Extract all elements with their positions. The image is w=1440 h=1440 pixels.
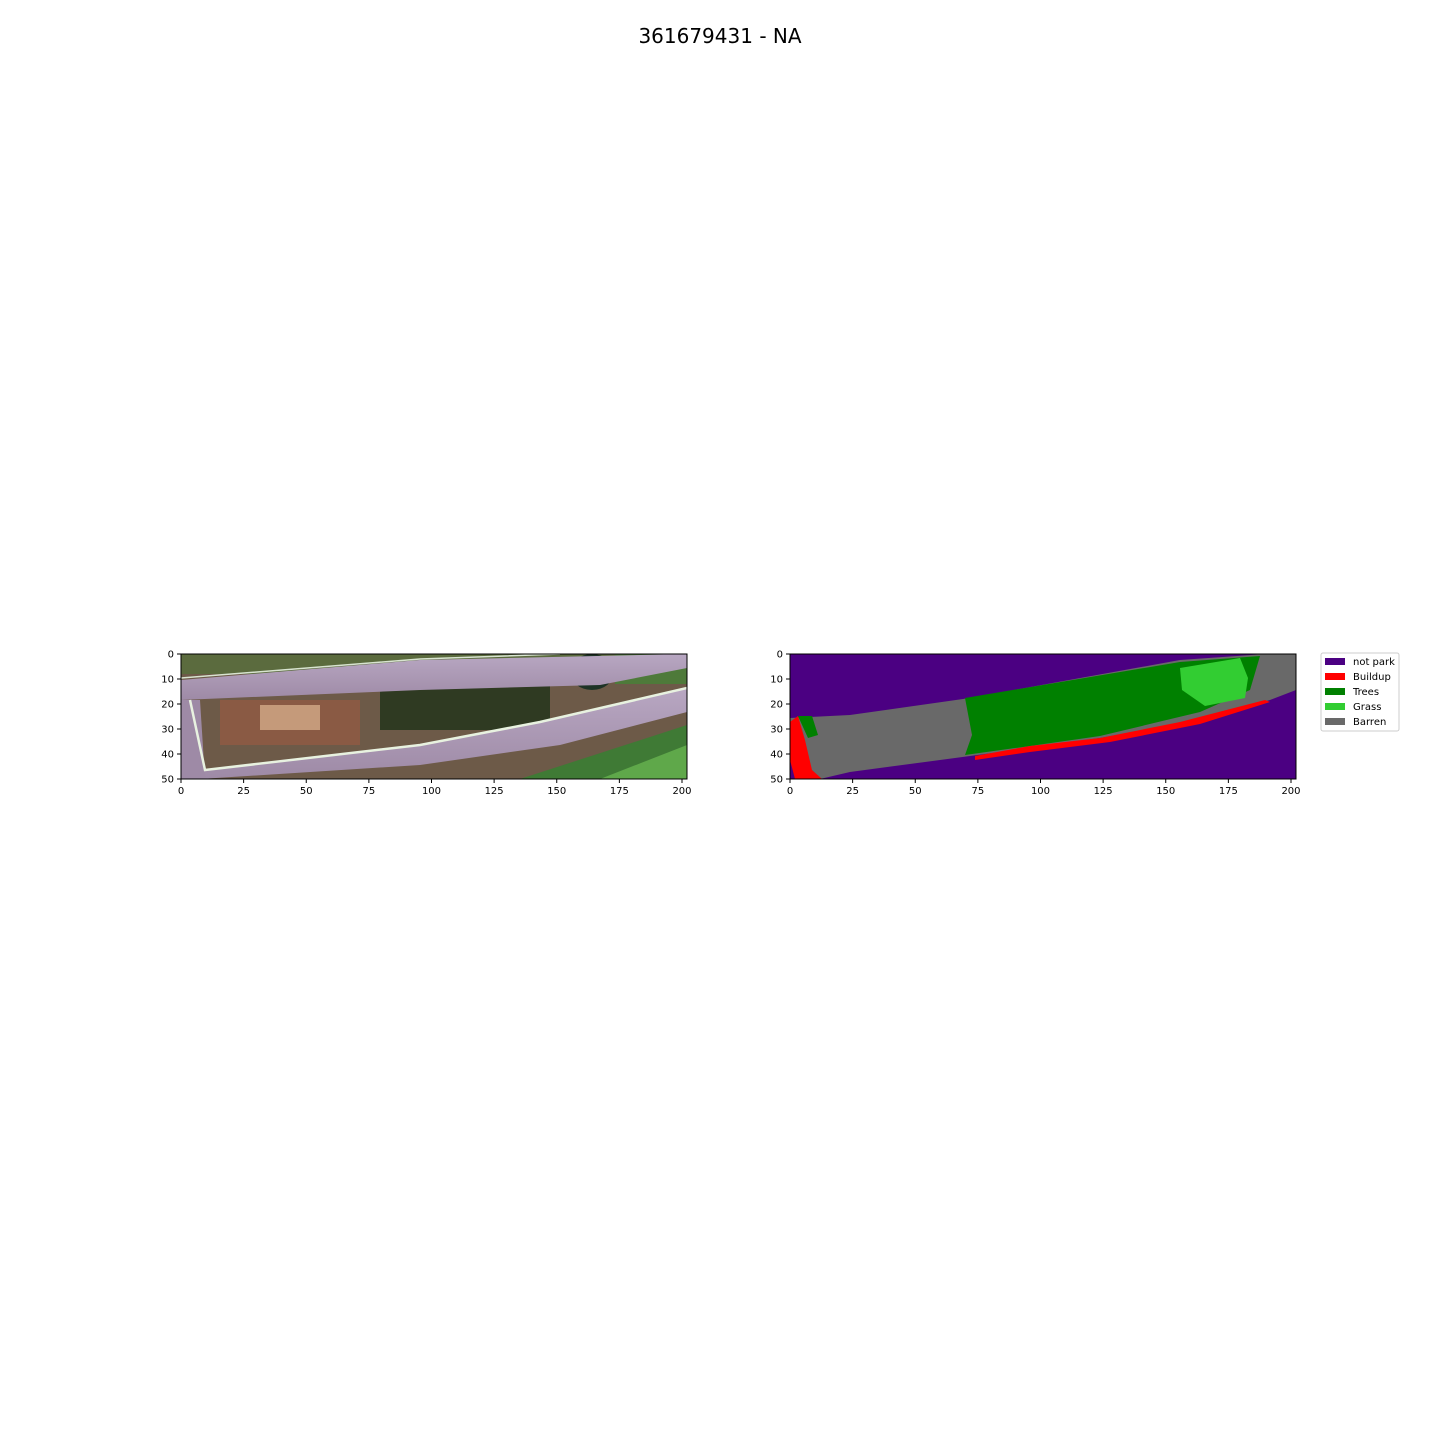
rgb-y-tick-label: 0 bbox=[168, 650, 174, 661]
rgb-x-tick-label: 200 bbox=[672, 786, 691, 797]
cls-x-tick-label: 100 bbox=[1031, 786, 1050, 797]
cls-x-tick-label: 150 bbox=[1156, 786, 1175, 797]
cls-y-tick-label: 20 bbox=[770, 700, 783, 711]
cls-y-tick-label: 0 bbox=[777, 650, 783, 661]
rgb-y-tick-label: 30 bbox=[161, 725, 174, 736]
cls-y-tick-label: 50 bbox=[770, 775, 783, 786]
rgb-y-tick-label: 40 bbox=[161, 750, 174, 761]
legend-label: not park bbox=[1353, 657, 1395, 668]
rgb-y-tick-label: 20 bbox=[161, 700, 174, 711]
class-region-buildup bbox=[975, 700, 1270, 760]
rgb-x-tick-label: 0 bbox=[178, 786, 184, 797]
classification-map bbox=[790, 654, 1296, 779]
rgb-x-tick-label: 175 bbox=[610, 786, 629, 797]
legend-label: Buildup bbox=[1353, 672, 1391, 683]
legend-label: Grass bbox=[1353, 702, 1381, 713]
rgb-x-tick-label: 75 bbox=[363, 786, 376, 797]
figure-title: 361679431 - NA bbox=[638, 24, 802, 48]
legend-label: Trees bbox=[1352, 687, 1379, 698]
rgb-y-tick-label: 10 bbox=[161, 675, 174, 686]
legend-swatch bbox=[1325, 673, 1345, 680]
legend-swatch bbox=[1325, 718, 1345, 725]
cls-x-tick-label: 25 bbox=[846, 786, 859, 797]
classification-map-panel: 0 25 50 75 100 125 150 175 200 0 10 20 30 40 50 not p… bbox=[770, 650, 1400, 797]
legend-swatch bbox=[1325, 658, 1345, 665]
aerial-image-panel: 0 25 50 75 100 125 150 175 200 0 10 20 30 40 50 bbox=[161, 650, 691, 798]
legend-swatch bbox=[1325, 703, 1345, 710]
rgb-x-tick-label: 125 bbox=[485, 786, 504, 797]
rgb-x-tick-label: 150 bbox=[547, 786, 566, 797]
legend-swatch bbox=[1325, 688, 1345, 695]
rgb-x-tick-label: 25 bbox=[237, 786, 250, 797]
aerial-image bbox=[181, 654, 687, 779]
class-region-buildup-left bbox=[790, 716, 822, 779]
cls-x-tick-label: 200 bbox=[1281, 786, 1300, 797]
cls-x-tick-label: 75 bbox=[972, 786, 985, 797]
class-region-trees-left bbox=[798, 716, 818, 738]
rgb-x-tick-label: 100 bbox=[422, 786, 441, 797]
cls-x-tick-label: 175 bbox=[1219, 786, 1238, 797]
cls-y-tick-label: 40 bbox=[770, 750, 783, 761]
rgb-y-tick-label: 50 bbox=[161, 775, 174, 786]
legend-label: Barren bbox=[1353, 717, 1386, 728]
cls-y-tick-label: 10 bbox=[770, 675, 783, 686]
cls-x-tick-label: 50 bbox=[909, 786, 922, 797]
cls-y-tick-label: 30 bbox=[770, 725, 783, 736]
class-region-grass bbox=[1180, 658, 1248, 706]
cls-x-tick-label: 125 bbox=[1094, 786, 1113, 797]
cls-x-tick-label: 0 bbox=[787, 786, 793, 797]
legend: not park Buildup Trees Grass Barren bbox=[1320, 652, 1400, 732]
rgb-x-tick-label: 50 bbox=[300, 786, 313, 797]
